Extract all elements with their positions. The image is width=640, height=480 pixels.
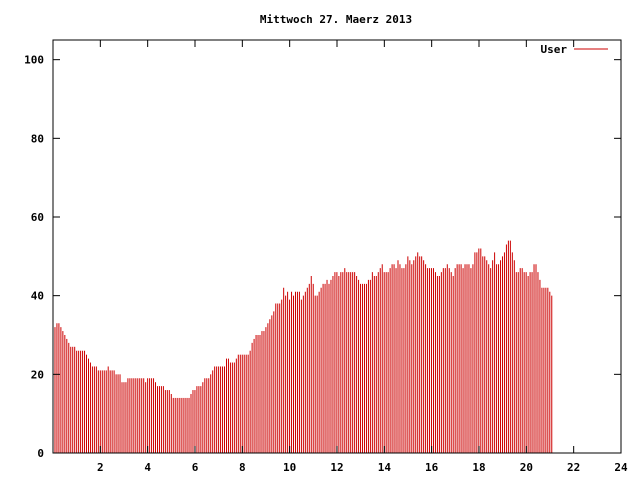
axis-ticks [53, 40, 622, 454]
x-tick-label: 20 [520, 461, 533, 474]
x-tick-label: 14 [378, 461, 392, 474]
plot-bars [54, 240, 553, 453]
y-tick-label: 80 [31, 132, 44, 145]
y-tick-labels: 0 20 40 60 80 100 [24, 54, 44, 460]
chart-title: Mittwoch 27. Maerz 2013 [260, 13, 412, 26]
x-tick-label: 2 [97, 461, 104, 474]
x-tick-label: 10 [283, 461, 296, 474]
x-tick-label: 18 [472, 461, 485, 474]
legend: User [541, 43, 608, 56]
x-tick-label: 4 [144, 461, 151, 474]
y-tick-label: 60 [31, 211, 44, 224]
x-tick-label: 16 [425, 461, 439, 474]
y-tick-label: 100 [24, 54, 44, 67]
y-tick-label: 0 [37, 447, 44, 460]
x-tick-label: 12 [330, 461, 343, 474]
x-tick-label: 22 [567, 461, 580, 474]
x-tick-label: 24 [614, 461, 628, 474]
x-tick-label: 6 [192, 461, 199, 474]
x-tick-labels: 2 4 6 8 10 12 14 16 18 20 22 24 [97, 461, 628, 474]
y-tick-label: 20 [31, 368, 44, 381]
y-tick-label: 40 [31, 290, 44, 303]
x-tick-label: 8 [239, 461, 246, 474]
legend-label-user: User [541, 43, 568, 56]
